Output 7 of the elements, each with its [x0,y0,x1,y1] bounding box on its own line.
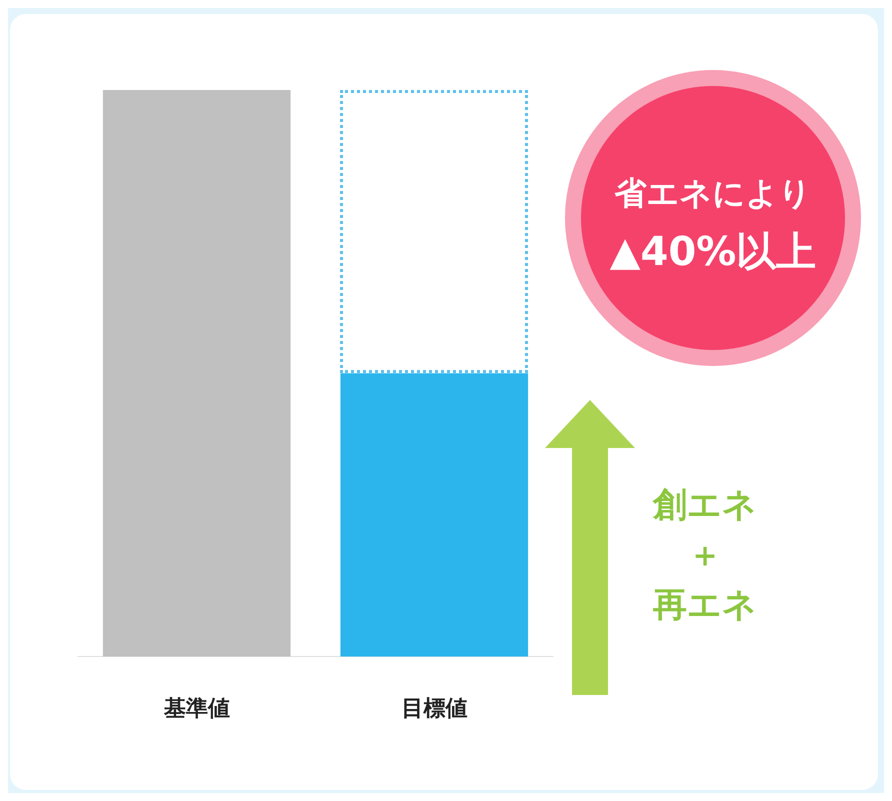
text: 創エネ [652,484,758,527]
text: 再エネ [652,584,758,627]
text: ＋ [687,534,723,577]
x-tick-label: 目標値 [401,696,468,722]
x-tick-label: 基準値 [162,696,230,722]
text: 省エネにより [614,173,812,213]
text: ▲40%以上 [608,228,818,277]
